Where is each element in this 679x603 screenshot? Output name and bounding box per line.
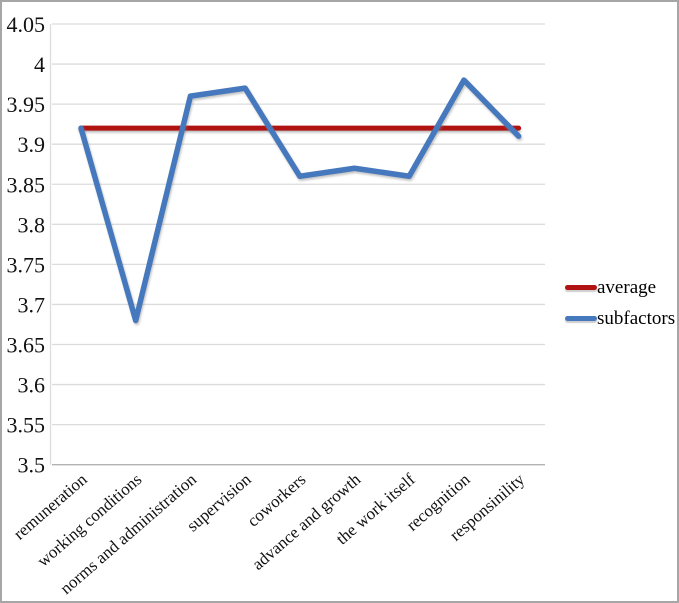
legend-label-average: average <box>597 277 657 298</box>
y-axis-tick-label: 3.75 <box>7 252 46 277</box>
y-axis-tick-label: 3.95 <box>7 92 46 117</box>
legend-item-average: average <box>565 276 675 299</box>
legend-label-subfactors: subfactors <box>597 308 676 329</box>
y-axis-tick-label: 3.65 <box>7 333 46 358</box>
legend-swatch-average <box>565 285 597 290</box>
y-axis-tick-label: 3.9 <box>18 132 46 157</box>
legend-swatch-subfactors <box>565 316 597 321</box>
y-axis-tick-label: 4 <box>34 52 45 77</box>
subfactors-line <box>78 77 522 324</box>
y-axis-tick-label: 3.6 <box>18 373 46 398</box>
y-axis-tick-label: 3.7 <box>18 292 46 317</box>
y-axis-tick-label: 3.8 <box>18 212 46 237</box>
y-axis-tick-label: 3.85 <box>7 172 46 197</box>
y-axis-tick-label: 4.05 <box>7 12 46 37</box>
legend: average subfactors <box>565 276 675 330</box>
legend-item-subfactors: subfactors <box>565 307 675 330</box>
y-axis-tick-label: 3.55 <box>7 413 46 438</box>
y-axis-tick-label: 3.5 <box>18 453 46 478</box>
